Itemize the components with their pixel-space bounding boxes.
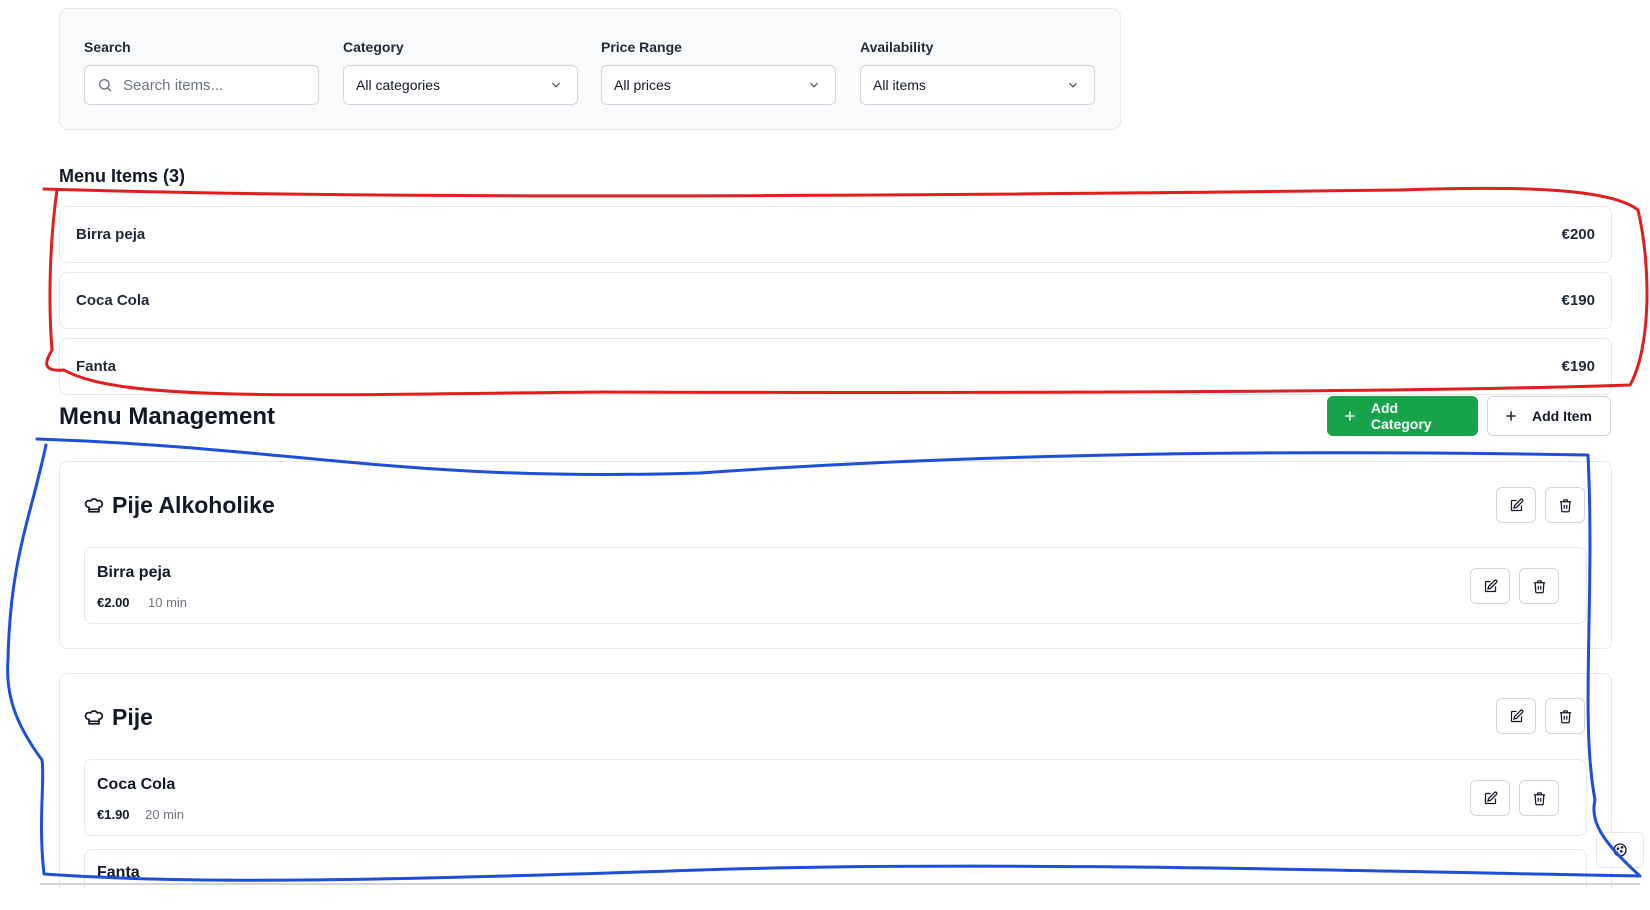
availability-label: Availability	[860, 39, 934, 55]
category-item: Coca Cola €1.90 20 min	[84, 759, 1587, 836]
menu-item-price: €190	[1561, 358, 1595, 375]
availability-value: All items	[873, 77, 926, 93]
item-name: Birra peja	[97, 564, 171, 581]
item-name: Coca Cola	[97, 776, 176, 793]
category-label: Category	[343, 39, 404, 55]
category-item: Birra peja €2.00 10 min	[84, 547, 1587, 624]
menu-item-row[interactable]: Fanta €190	[59, 338, 1612, 395]
category-name: Pije Alkoholike	[112, 492, 275, 518]
chevron-down-icon	[1069, 82, 1077, 88]
menu-item-price: €200	[1561, 226, 1595, 243]
category-header: Pije	[84, 704, 153, 731]
plus-icon	[1506, 411, 1516, 421]
item-name: Fanta	[97, 864, 140, 881]
trash-icon	[1559, 709, 1571, 723]
price-range-value: All prices	[614, 77, 671, 93]
edit-category-button[interactable]	[1496, 487, 1536, 523]
search-input[interactable]: Search items...	[84, 65, 319, 105]
chef-hat-icon	[84, 709, 104, 725]
availability-filter: Availability All items	[860, 39, 1095, 105]
search-placeholder: Search items...	[123, 76, 224, 94]
add-item-label: Add Item	[1532, 408, 1592, 424]
menu-item-row[interactable]: Birra peja €200	[59, 206, 1612, 263]
price-range-filter: Price Range All prices	[601, 39, 836, 105]
edit-icon	[1510, 498, 1523, 511]
menu-item-row[interactable]: Coca Cola €190	[59, 272, 1612, 329]
page-fold-divider	[40, 883, 1640, 885]
price-range-label: Price Range	[601, 39, 682, 55]
delete-item-button[interactable]	[1519, 780, 1559, 816]
edit-category-button[interactable]	[1496, 698, 1536, 734]
menu-item-price: €190	[1561, 292, 1595, 309]
plus-icon	[1345, 411, 1355, 421]
chef-hat-icon	[84, 497, 104, 513]
menu-item-name: Fanta	[76, 358, 117, 375]
add-category-button[interactable]: Add Category	[1327, 396, 1478, 436]
edit-icon	[1484, 579, 1497, 592]
delete-category-button[interactable]	[1545, 487, 1585, 523]
category-select[interactable]: All categories	[343, 65, 578, 105]
availability-select[interactable]: All items	[860, 65, 1095, 105]
chevron-down-icon	[552, 82, 560, 88]
category-value: All categories	[356, 77, 441, 93]
trash-icon	[1559, 498, 1571, 512]
item-prep-time: 10 min	[148, 595, 188, 610]
cookie-icon	[1613, 843, 1627, 857]
category-header: Pije Alkoholike	[84, 492, 275, 519]
add-item-button[interactable]: Add Item	[1487, 396, 1611, 436]
edit-icon	[1484, 791, 1497, 804]
settings-floating-button[interactable]	[1596, 832, 1644, 868]
search-filter: Search Search items...	[84, 39, 319, 105]
menu-item-name: Coca Cola	[76, 292, 150, 309]
delete-category-button[interactable]	[1545, 698, 1585, 734]
category-name: Pije	[112, 704, 153, 730]
item-price: €2.00	[97, 595, 130, 610]
trash-icon	[1533, 579, 1545, 593]
category-filter: Category All categories	[343, 39, 578, 105]
chevron-down-icon	[810, 82, 818, 88]
edit-item-button[interactable]	[1470, 568, 1510, 604]
item-prep-time: 20 min	[145, 807, 185, 822]
filter-panel: Search Search items... Category All cate…	[59, 8, 1121, 130]
search-icon	[99, 79, 112, 92]
delete-item-button[interactable]	[1519, 568, 1559, 604]
edit-icon	[1510, 709, 1523, 722]
item-price: €1.90	[97, 807, 130, 822]
category-card: Pije Coca Cola €1.90 20 min Fanta	[59, 673, 1612, 889]
menu-item-name: Birra peja	[76, 226, 146, 243]
trash-icon	[1533, 791, 1545, 805]
category-card: Pije Alkoholike Birra peja €2.00 10 min	[59, 461, 1612, 649]
price-range-select[interactable]: All prices	[601, 65, 836, 105]
menu-management-title: Menu Management	[59, 403, 276, 430]
edit-item-button[interactable]	[1470, 780, 1510, 816]
search-label: Search	[84, 39, 131, 55]
menu-items-title: Menu Items (3)	[59, 166, 186, 186]
add-category-label: Add Category	[1370, 400, 1432, 432]
